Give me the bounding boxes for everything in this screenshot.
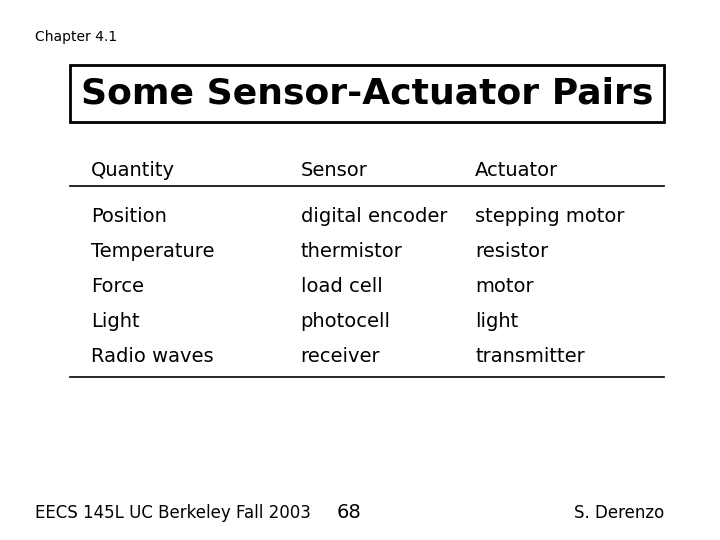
Text: stepping motor: stepping motor bbox=[475, 206, 625, 226]
Text: resistor: resistor bbox=[475, 241, 549, 261]
Text: thermistor: thermistor bbox=[300, 241, 402, 261]
Text: Quantity: Quantity bbox=[91, 160, 175, 180]
Text: light: light bbox=[475, 312, 518, 331]
Text: load cell: load cell bbox=[300, 276, 382, 296]
Text: receiver: receiver bbox=[300, 347, 380, 366]
Text: Temperature: Temperature bbox=[91, 241, 215, 261]
FancyBboxPatch shape bbox=[70, 65, 664, 122]
Text: Chapter 4.1: Chapter 4.1 bbox=[35, 30, 117, 44]
Text: Light: Light bbox=[91, 312, 140, 331]
Text: 68: 68 bbox=[337, 503, 362, 523]
Text: transmitter: transmitter bbox=[475, 347, 585, 366]
Text: photocell: photocell bbox=[300, 312, 390, 331]
Text: S. Derenzo: S. Derenzo bbox=[574, 504, 664, 522]
Text: EECS 145L UC Berkeley Fall 2003: EECS 145L UC Berkeley Fall 2003 bbox=[35, 504, 311, 522]
Text: digital encoder: digital encoder bbox=[300, 206, 447, 226]
Text: Position: Position bbox=[91, 206, 167, 226]
Text: Actuator: Actuator bbox=[475, 160, 559, 180]
Text: Sensor: Sensor bbox=[300, 160, 367, 180]
Text: motor: motor bbox=[475, 276, 534, 296]
Text: Radio waves: Radio waves bbox=[91, 347, 213, 366]
Text: Force: Force bbox=[91, 276, 144, 296]
Text: Some Sensor-Actuator Pairs: Some Sensor-Actuator Pairs bbox=[81, 76, 653, 110]
